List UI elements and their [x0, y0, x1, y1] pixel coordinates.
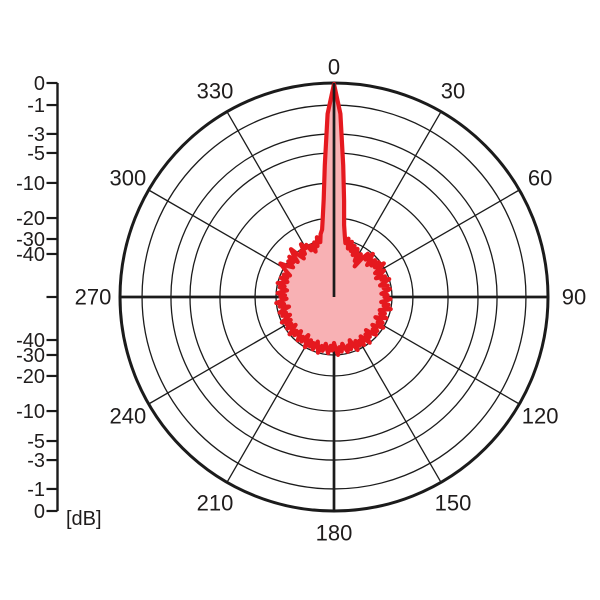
grid-spoke-330 — [226, 111, 314, 261]
angle-label-0: 0 — [328, 55, 340, 80]
angle-label-30: 30 — [441, 78, 465, 103]
db-tick-label: -1 — [27, 479, 45, 501]
angle-label-270: 270 — [75, 285, 112, 310]
db-tick-label: -1 — [27, 95, 45, 117]
db-tick-label: 0 — [34, 73, 45, 95]
db-tick-label: -40 — [16, 244, 45, 266]
angle-label-120: 120 — [522, 404, 559, 429]
grid-spoke-240 — [148, 317, 298, 405]
grid-spoke-300 — [148, 189, 298, 277]
db-unit-label: [dB] — [66, 508, 102, 530]
db-tick-label: -5 — [27, 431, 45, 453]
db-tick-label: -30 — [16, 229, 45, 251]
angle-labels: 0 30 60 90 120 150 180 210 240 270 300 330 — [75, 55, 587, 546]
db-tick-label: -10 — [16, 173, 45, 195]
angle-label-240: 240 — [110, 404, 147, 429]
db-axis: 00-1-1-3-3-5-5-10-10-20-20-30-30-40-40[d… — [16, 73, 101, 530]
db-tick-label: -20 — [16, 366, 45, 388]
grid-spoke-120 — [370, 317, 520, 405]
grid-spoke-150 — [354, 333, 442, 483]
angle-label-330: 330 — [197, 78, 234, 103]
angle-label-150: 150 — [435, 491, 472, 516]
db-tick-label: -10 — [16, 401, 45, 423]
db-tick-label: -5 — [27, 143, 45, 165]
db-tick-label: -30 — [16, 345, 45, 367]
db-tick-label: -3 — [27, 450, 45, 472]
angle-label-300: 300 — [110, 166, 147, 191]
grid-spoke-210 — [226, 333, 314, 483]
db-tick-label: -3 — [27, 124, 45, 146]
angle-label-90: 90 — [562, 285, 586, 310]
angle-label-180: 180 — [316, 521, 353, 546]
db-tick-label: -40 — [16, 330, 45, 352]
grid-spoke-30 — [354, 111, 442, 261]
grid-spoke-60 — [370, 189, 520, 277]
db-tick-label: -20 — [16, 208, 45, 230]
db-tick-label: 0 — [34, 501, 45, 523]
angle-label-210: 210 — [197, 491, 234, 516]
angle-label-60: 60 — [528, 166, 552, 191]
